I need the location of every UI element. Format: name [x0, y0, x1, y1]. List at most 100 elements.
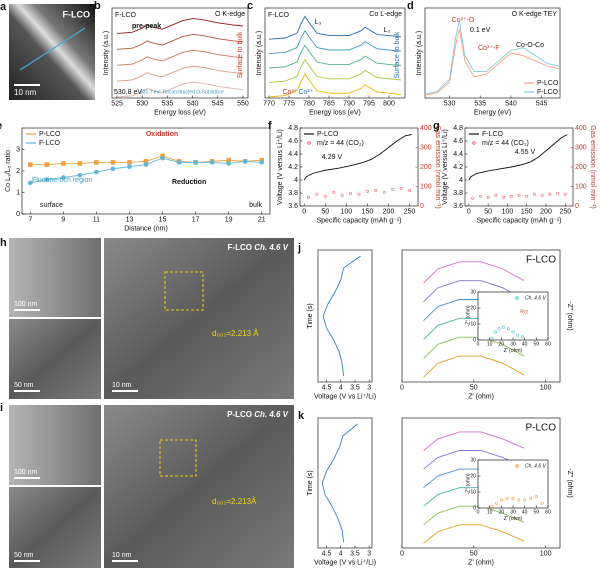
x-tick-label: 150 — [521, 208, 533, 215]
point — [94, 169, 99, 175]
panel-label: a — [0, 1, 7, 13]
y-axis-label: -Z'' (ohm) — [465, 473, 471, 494]
y-axis-label: -Z'' (ohm) — [465, 305, 471, 326]
series-line — [117, 81, 244, 98]
annotation: L₃ — [315, 19, 322, 26]
point — [497, 327, 501, 331]
point — [382, 190, 386, 194]
annotation: Surface to bulk — [394, 31, 401, 78]
x-tick-label: 525 — [111, 100, 123, 107]
y-axis-label: Voltage (V versus Li⁺/Li) — [442, 129, 449, 205]
point — [499, 498, 503, 502]
y-tick-label: 3.6 — [288, 203, 298, 210]
point — [44, 162, 50, 167]
series-line — [322, 255, 361, 377]
x-tick-label: 4 — [339, 384, 343, 391]
series-line — [117, 49, 244, 66]
y-tick-label: 4.2 — [288, 164, 298, 171]
y-axis-label: -Z'' (ohm) — [566, 301, 573, 331]
y-tick-label: 0 — [473, 505, 476, 511]
condition: Ch. 4.6 V — [254, 410, 288, 419]
y-tick-label: 1 — [16, 189, 20, 196]
annotation: 531.7 eV: Reconstructed O-Sublattice — [140, 89, 224, 95]
point — [160, 155, 165, 161]
y-axis-label: Intensity (a.u.) — [416, 31, 423, 75]
y2-tick-label: 300 — [420, 144, 432, 151]
y-tick-label: 20 — [470, 473, 476, 479]
y2-tick-label: 200 — [575, 164, 587, 171]
annotation: Rct — [520, 309, 528, 315]
y2-tick-label: 0 — [575, 203, 579, 210]
y-axis-label: Co L₃/L₂ ratio — [5, 150, 12, 192]
panel-label: i — [0, 402, 3, 414]
y-tick-label: 4.6 — [288, 138, 298, 145]
legend-label: Ch. 4.6 V — [525, 463, 547, 469]
scale-bar — [14, 560, 40, 562]
y2-tick-label: 400 — [575, 125, 587, 132]
x-tick-label: 0 — [400, 384, 404, 391]
point — [495, 501, 499, 505]
x-axis-label: Z' (ohm) — [468, 560, 494, 567]
point — [349, 191, 353, 195]
series-line — [423, 261, 525, 284]
point — [374, 188, 378, 192]
point — [143, 162, 149, 167]
scale-label: 10 nm — [14, 88, 37, 97]
annotation: Co³⁺-F — [478, 45, 500, 52]
x-tick-label: 150 — [362, 208, 374, 215]
point — [563, 192, 567, 196]
legend-label: P-LCO — [39, 131, 61, 138]
x-tick-label: 40 — [522, 509, 528, 515]
image-label: F-LCO — [63, 9, 91, 19]
y-tick-label: 4.2 — [453, 164, 463, 171]
point — [486, 195, 490, 199]
legend-swatch — [472, 141, 476, 145]
y-tick-label: 4.8 — [453, 125, 463, 132]
x-axis-label: Specific capacity (mAh g⁻¹) — [477, 218, 562, 225]
series-line — [321, 423, 359, 543]
annotation: L₂ — [384, 27, 391, 34]
y-tick-label: 3.6 — [453, 203, 463, 210]
annotation: pre-peak — [132, 23, 161, 30]
x-tick-label: 795 — [363, 100, 375, 107]
y-tick-label: 0 — [16, 211, 20, 218]
annotation: 4.55 V — [515, 149, 536, 156]
point — [517, 498, 521, 502]
x-tick-label: 250 — [404, 208, 416, 215]
tem-image — [9, 405, 101, 485]
x-tick-label: 100 — [341, 208, 353, 215]
chart-title: F-LCO — [526, 255, 556, 266]
x-tick-label: 50 — [470, 550, 478, 557]
legend-label: P-LCO — [317, 131, 339, 138]
y-axis-label: Intensity (a.u.) — [256, 31, 263, 75]
point — [259, 160, 265, 165]
y-tick-label: 4 — [294, 177, 298, 184]
y2-tick-label: 400 — [420, 125, 432, 132]
x-tick-label: 0 — [302, 208, 306, 215]
x-tick-label: 21 — [258, 216, 266, 223]
legend-label: F-LCO — [537, 89, 559, 96]
series-line — [423, 505, 525, 526]
point — [127, 164, 132, 169]
x-tick-label: 770 — [263, 100, 275, 107]
panel-label: g — [433, 120, 440, 132]
y-tick-label: 0 — [473, 337, 476, 343]
tem-image — [104, 238, 294, 399]
x-tick-label: 10 — [487, 341, 493, 347]
point — [77, 173, 83, 178]
y-tick-label: 10 — [470, 489, 476, 495]
legend-label: P-LCO — [537, 80, 559, 87]
y-tick-label: 4.8 — [288, 125, 298, 132]
x-tick-label: 4 — [339, 550, 343, 557]
series-line — [423, 280, 525, 303]
point — [332, 190, 336, 194]
scale-label: 50 nm — [14, 382, 34, 389]
point — [193, 160, 198, 165]
point — [532, 192, 536, 196]
x-tick-label: 800 — [383, 100, 395, 107]
point — [490, 336, 494, 340]
point — [528, 496, 532, 500]
point — [61, 175, 66, 180]
point — [493, 330, 497, 334]
point — [399, 186, 403, 190]
